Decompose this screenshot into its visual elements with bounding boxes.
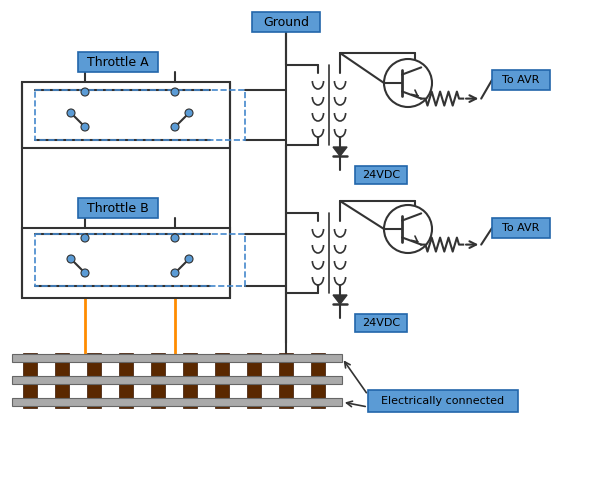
Text: Electrically connected: Electrically connected	[382, 396, 505, 406]
Text: 24VDC: 24VDC	[362, 318, 400, 328]
Polygon shape	[333, 295, 347, 304]
Bar	[151, 353, 165, 408]
FancyBboxPatch shape	[492, 70, 550, 90]
Bar	[247, 353, 261, 408]
Bar	[119, 353, 133, 408]
FancyBboxPatch shape	[78, 52, 158, 72]
Bar	[12, 376, 342, 384]
Text: Ground: Ground	[263, 15, 309, 28]
Bar	[215, 353, 229, 408]
FancyBboxPatch shape	[252, 12, 320, 32]
Bar	[12, 354, 342, 362]
Text: Throttle A: Throttle A	[87, 56, 149, 69]
Bar	[55, 353, 69, 408]
Bar	[183, 353, 197, 408]
FancyBboxPatch shape	[368, 390, 518, 412]
Bar	[87, 353, 101, 408]
Circle shape	[171, 88, 179, 96]
Bar	[22, 228, 230, 298]
Circle shape	[67, 255, 75, 263]
Circle shape	[171, 123, 179, 131]
Circle shape	[81, 123, 89, 131]
Circle shape	[384, 205, 432, 253]
FancyBboxPatch shape	[355, 166, 407, 184]
Text: To AVR: To AVR	[502, 223, 539, 233]
Text: Throttle B: Throttle B	[87, 202, 149, 215]
Bar	[22, 82, 230, 148]
Circle shape	[185, 109, 193, 117]
FancyBboxPatch shape	[78, 198, 158, 218]
Text: To AVR: To AVR	[502, 75, 539, 85]
Bar	[35, 234, 245, 286]
Circle shape	[67, 109, 75, 117]
Circle shape	[171, 234, 179, 242]
Circle shape	[81, 269, 89, 277]
Bar	[35, 90, 245, 140]
Bar	[279, 353, 293, 408]
Bar	[12, 398, 342, 406]
Circle shape	[171, 269, 179, 277]
Circle shape	[384, 59, 432, 107]
Bar	[311, 353, 325, 408]
Text: 24VDC: 24VDC	[362, 170, 400, 180]
FancyBboxPatch shape	[355, 314, 407, 332]
Circle shape	[185, 255, 193, 263]
FancyBboxPatch shape	[492, 218, 550, 238]
Circle shape	[81, 234, 89, 242]
Polygon shape	[333, 147, 347, 156]
Bar	[23, 353, 37, 408]
Circle shape	[81, 88, 89, 96]
